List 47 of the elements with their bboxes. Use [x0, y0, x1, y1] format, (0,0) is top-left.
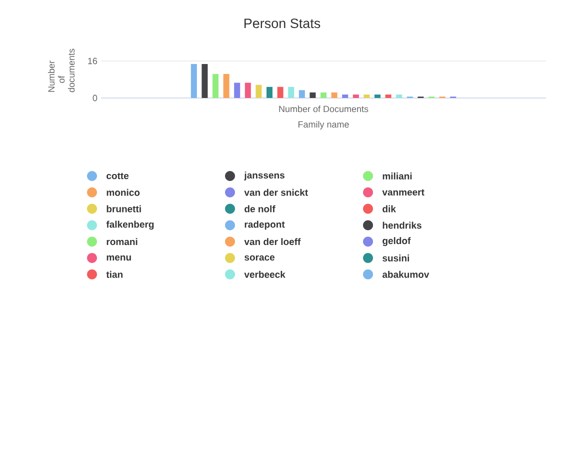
bar — [190, 64, 197, 98]
bar — [310, 92, 316, 98]
legend-label: cotte — [106, 172, 129, 180]
legend-label: menu — [106, 255, 131, 261]
legend-label: romani — [106, 238, 138, 246]
bar — [234, 82, 240, 98]
legend-label: miliani — [382, 172, 412, 180]
bar — [212, 74, 219, 98]
bar — [266, 86, 273, 98]
bar — [396, 94, 402, 98]
legend-label: sorace — [244, 255, 275, 261]
bar — [288, 86, 294, 98]
bar — [202, 64, 208, 98]
x-tick-label: Number of Documents — [279, 106, 368, 112]
legend-label: geldof — [382, 237, 411, 246]
chart-title: Person Stats — [244, 18, 320, 28]
legend-label: van der snickt — [244, 188, 308, 196]
legend-label: abakumov — [382, 270, 430, 278]
legend-label: hendriks — [382, 222, 422, 229]
legend-label: vanmeert — [382, 189, 424, 196]
legend-label: tian — [106, 270, 123, 278]
x-axis-title: Family name — [298, 121, 349, 130]
bar — [352, 94, 359, 98]
bar — [374, 94, 381, 98]
bar — [320, 92, 327, 98]
legend-label: radepont — [244, 220, 285, 230]
bar — [277, 86, 284, 98]
bar — [364, 94, 370, 98]
bar — [256, 84, 262, 98]
bar — [244, 82, 251, 98]
legend-label: monico — [106, 188, 140, 196]
legend-label: susini — [382, 254, 409, 262]
legend-label: van der loeff — [244, 238, 301, 246]
legend-label: falkenberg — [106, 220, 154, 230]
legend-label: de nolf — [244, 205, 276, 212]
bar — [385, 94, 392, 98]
y-tick-label: 0 — [92, 94, 98, 102]
legend-label: verbeeck — [244, 270, 286, 278]
legend-label: brunetti — [106, 205, 141, 212]
bar — [342, 94, 348, 98]
y-tick-label: 16 — [88, 58, 98, 64]
bar — [331, 92, 338, 98]
bar — [223, 74, 230, 98]
legend-label: dik — [382, 205, 396, 212]
y-axis-title: Number of documents — [48, 48, 75, 92]
bar — [298, 90, 305, 98]
legend-label: janssens — [244, 172, 284, 180]
